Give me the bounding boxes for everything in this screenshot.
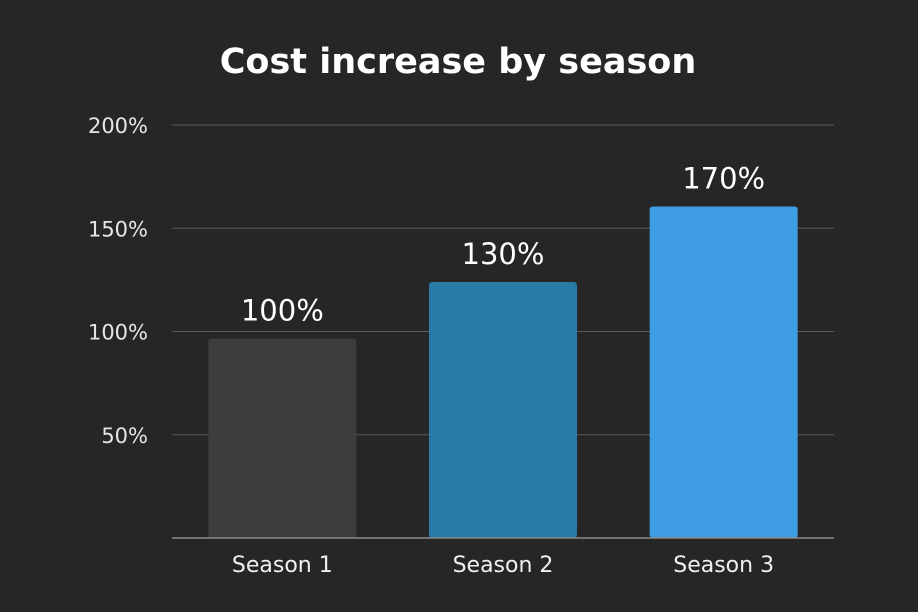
y-tick-label: 150%	[88, 217, 148, 241]
y-tick-label: 200%	[88, 114, 148, 138]
x-category-label: Season 1	[232, 553, 333, 578]
y-axis-tick-labels: 50% 100% 150% 200%	[88, 114, 148, 448]
bar-value-label: 100%	[241, 294, 324, 328]
bar-value-labels: 100% 130% 170%	[241, 161, 765, 327]
x-category-label: Season 2	[453, 553, 554, 578]
x-axis-category-labels: Season 1 Season 2 Season 3	[232, 553, 774, 578]
bars	[208, 206, 798, 539]
bar-season-3	[649, 206, 798, 539]
y-tick-label: 50%	[101, 424, 148, 448]
y-tick-label: 100%	[88, 321, 148, 345]
x-category-label: Season 3	[673, 553, 774, 578]
chart-title: Cost increase by season	[220, 42, 697, 82]
bar-season-2	[429, 282, 577, 538]
bar-value-label: 170%	[682, 161, 765, 195]
bar-season-1	[208, 338, 357, 538]
bar-value-label: 130%	[462, 237, 545, 271]
